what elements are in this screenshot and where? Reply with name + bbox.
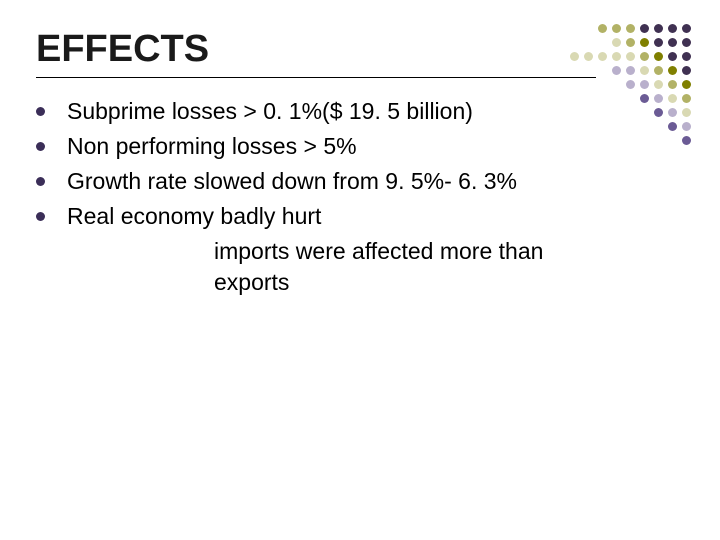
- dot-icon: [612, 94, 621, 103]
- dot-icon: [682, 108, 691, 117]
- dot-icon: [682, 122, 691, 131]
- dot-icon: [612, 122, 621, 131]
- dot-icon: [584, 66, 593, 75]
- dot-icon: [598, 94, 607, 103]
- dot-icon: [682, 136, 691, 145]
- dot-icon: [626, 136, 635, 145]
- dot-icon: [668, 80, 677, 89]
- dot-icon: [570, 94, 579, 103]
- dot-icon: [654, 52, 663, 61]
- dot-icon: [654, 66, 663, 75]
- bullet-icon: [36, 212, 45, 221]
- dot-icon: [612, 108, 621, 117]
- dot-icon: [584, 38, 593, 47]
- dot-icon: [668, 94, 677, 103]
- dot-icon: [598, 108, 607, 117]
- dot-icon: [668, 38, 677, 47]
- dot-icon: [654, 122, 663, 131]
- bullet-icon: [36, 177, 45, 186]
- dot-icon: [626, 52, 635, 61]
- dot-icon: [668, 24, 677, 33]
- dot-icon: [640, 80, 649, 89]
- dot-icon: [654, 94, 663, 103]
- dot-icon: [682, 38, 691, 47]
- dot-icon: [570, 66, 579, 75]
- dot-icon: [626, 24, 635, 33]
- dot-icon: [612, 24, 621, 33]
- dot-icon: [584, 52, 593, 61]
- dot-icon: [668, 136, 677, 145]
- dot-icon: [612, 52, 621, 61]
- dot-icon: [612, 66, 621, 75]
- dot-icon: [640, 38, 649, 47]
- dot-icon: [570, 38, 579, 47]
- dot-icon: [640, 24, 649, 33]
- dot-icon: [584, 108, 593, 117]
- dot-icon: [682, 94, 691, 103]
- dot-icon: [626, 38, 635, 47]
- dot-icon: [640, 66, 649, 75]
- bullet-row: Growth rate slowed down from 9. 5%- 6. 3…: [36, 166, 684, 197]
- decorative-dots: [570, 24, 696, 150]
- dot-icon: [668, 108, 677, 117]
- dot-icon: [626, 80, 635, 89]
- dot-icon: [598, 136, 607, 145]
- dot-icon: [626, 122, 635, 131]
- dot-icon: [584, 80, 593, 89]
- dot-icon: [612, 38, 621, 47]
- dot-icon: [682, 66, 691, 75]
- dot-icon: [682, 80, 691, 89]
- dot-icon: [640, 122, 649, 131]
- dot-icon: [598, 122, 607, 131]
- dot-icon: [570, 24, 579, 33]
- dot-icon: [570, 108, 579, 117]
- dot-icon: [570, 52, 579, 61]
- bullet-text: Growth rate slowed down from 9. 5%- 6. 3…: [67, 166, 684, 197]
- dot-icon: [654, 108, 663, 117]
- dot-icon: [570, 80, 579, 89]
- dot-icon: [654, 80, 663, 89]
- dot-icon: [682, 52, 691, 61]
- dot-icon: [640, 136, 649, 145]
- dot-icon: [626, 94, 635, 103]
- dot-icon: [584, 136, 593, 145]
- dot-icon: [654, 136, 663, 145]
- dot-icon: [654, 38, 663, 47]
- dot-icon: [584, 94, 593, 103]
- bullet-text: Real economy badly hurt: [67, 201, 684, 232]
- dot-icon: [640, 94, 649, 103]
- dot-icon: [682, 24, 691, 33]
- dot-icon: [668, 122, 677, 131]
- subline: imports were affected more than: [214, 236, 684, 267]
- dot-icon: [598, 66, 607, 75]
- bullet-row: Real economy badly hurt: [36, 201, 684, 232]
- dot-icon: [570, 122, 579, 131]
- dot-icon: [612, 80, 621, 89]
- bullet-icon: [36, 142, 45, 151]
- dot-icon: [626, 108, 635, 117]
- dot-icon: [598, 38, 607, 47]
- dot-icon: [668, 66, 677, 75]
- dot-icon: [640, 108, 649, 117]
- dot-icon: [570, 136, 579, 145]
- subline: exports: [214, 267, 684, 298]
- bullet-icon: [36, 107, 45, 116]
- dot-icon: [668, 52, 677, 61]
- dot-icon: [598, 24, 607, 33]
- slide: EFFECTS Subprime losses > 0. 1%($ 19. 5 …: [0, 0, 720, 540]
- dot-icon: [584, 122, 593, 131]
- title-rule: [36, 77, 596, 78]
- dot-icon: [640, 52, 649, 61]
- dot-icon: [612, 136, 621, 145]
- dot-icon: [626, 66, 635, 75]
- dot-icon: [598, 80, 607, 89]
- dot-icon: [598, 52, 607, 61]
- dot-icon: [654, 24, 663, 33]
- dot-icon: [584, 24, 593, 33]
